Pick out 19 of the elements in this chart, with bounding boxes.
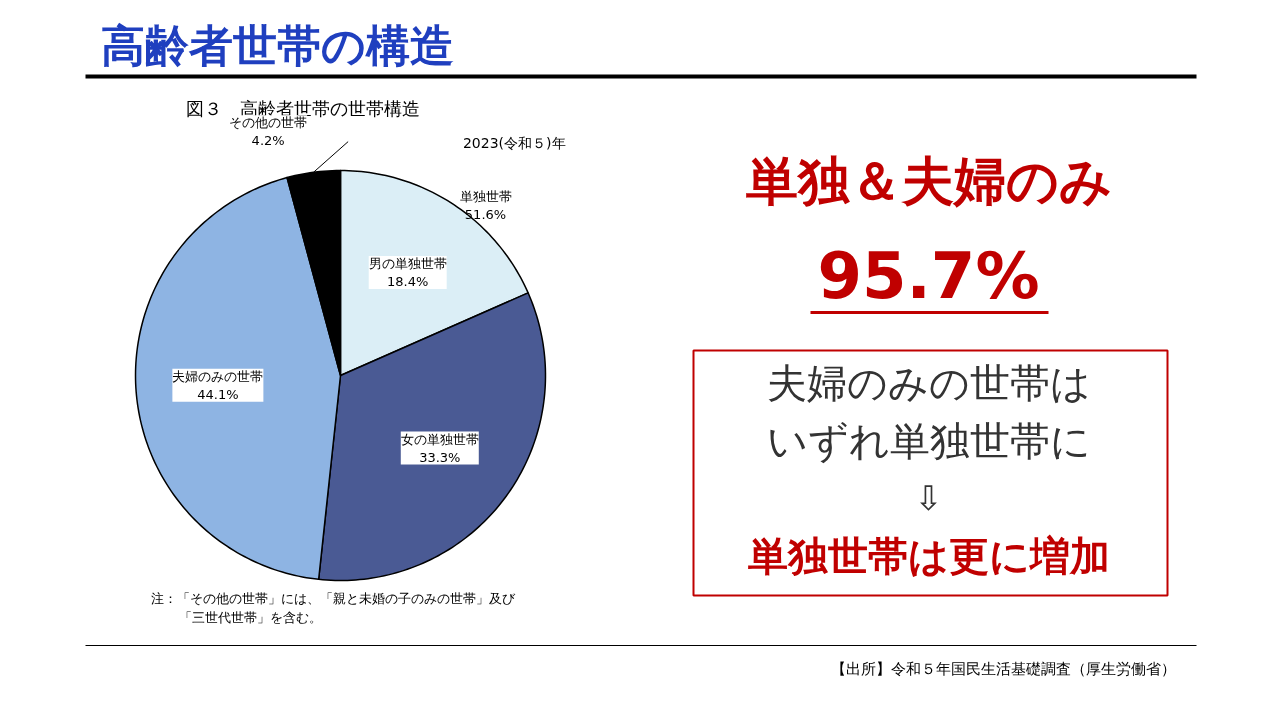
data-label: 4.2% bbox=[251, 133, 285, 149]
text: 単独世帯は更に増加 bbox=[747, 532, 1110, 579]
text: 単独世帯 51.6% bbox=[459, 189, 512, 222]
text: 【出所】令和５年国民生活基礎調査（厚生労働省） bbox=[830, 659, 1176, 678]
text: 夫婦のみの世帯は bbox=[766, 359, 1091, 406]
text: ⇩ bbox=[914, 477, 943, 518]
data-label: 33.3% bbox=[419, 449, 461, 465]
text: 2023(令和５)年 bbox=[462, 134, 566, 151]
slice-label: 女の単独世帯 bbox=[400, 431, 479, 447]
data-label: 44.1% bbox=[197, 386, 239, 402]
text: 「三世代世帯」を含む。 bbox=[178, 610, 322, 625]
slice-label: 夫婦のみの世帯 bbox=[172, 368, 264, 384]
slice-label: 男の単独世帯 bbox=[368, 255, 447, 271]
chart-title: 高齢者世帯の構造 bbox=[100, 20, 454, 71]
text: 単独＆夫婦のみ bbox=[745, 150, 1112, 211]
data-label: 18.4% bbox=[387, 273, 429, 289]
text: 95.7% bbox=[817, 238, 1040, 313]
text: 注：「その他の世帯」には、「親と未婚の子のみの世帯」及び bbox=[150, 591, 516, 606]
text: いずれ単独世帯に bbox=[766, 417, 1091, 464]
